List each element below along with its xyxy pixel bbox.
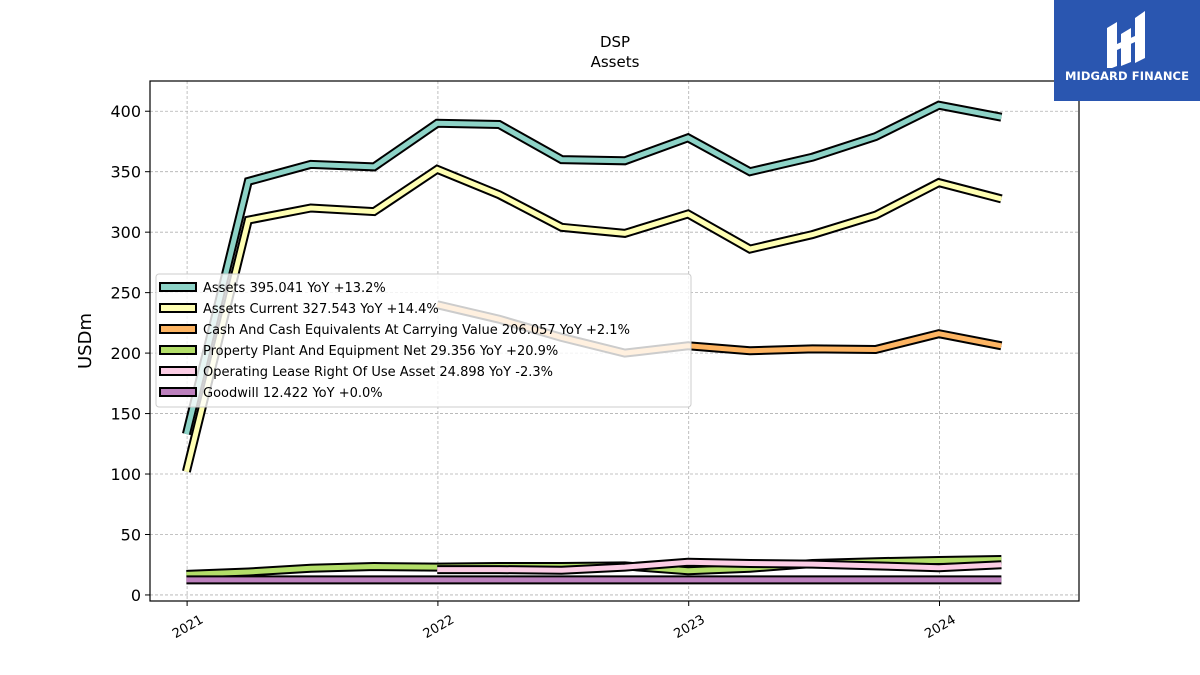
legend-swatch — [159, 303, 197, 313]
legend-box — [155, 273, 692, 408]
legend-swatch — [159, 366, 197, 376]
legend-swatch — [159, 345, 197, 355]
legend-label: Goodwill 12.422 YoY +0.0% — [203, 386, 383, 401]
y-tick-label: 400 — [110, 102, 141, 121]
legend-label: Operating Lease Right Of Use Asset 24.89… — [203, 365, 553, 380]
legend-label: Property Plant And Equipment Net 29.356 … — [203, 344, 558, 359]
x-tick-label: 2024 — [922, 612, 958, 642]
legend-label: Assets 395.041 YoY +13.2% — [203, 281, 386, 296]
series-line — [183, 166, 1003, 473]
y-tick-label: 0 — [131, 586, 141, 605]
legend-swatch — [159, 282, 197, 292]
plot-frame — [149, 80, 1080, 602]
y-axis-label: USDm — [75, 313, 96, 369]
series-line — [437, 559, 1002, 573]
brand-logo: MIDGARD FINANCE — [1054, 0, 1200, 101]
legend: Assets 395.041 YoY +13.2% Assets Current … — [155, 273, 692, 408]
y-tick-label: 150 — [110, 405, 141, 424]
x-tick-label: 2023 — [672, 612, 708, 642]
chart-title: DSP — [600, 33, 630, 51]
y-tick-label: 350 — [110, 163, 141, 182]
y-tick-label: 200 — [110, 344, 141, 363]
y-tick-label: 50 — [121, 525, 141, 544]
y-tick-label: 100 — [110, 465, 141, 484]
series-lines — [182, 100, 1003, 585]
chart-subtitle: Assets — [591, 53, 640, 71]
legend-swatch — [159, 387, 197, 397]
legend-label: Assets Current 327.543 YoY +14.4% — [203, 302, 439, 317]
x-tick-label: 2022 — [421, 612, 457, 642]
y-tick-label: 300 — [110, 223, 141, 242]
series-line — [183, 102, 1002, 435]
y-tick-label: 250 — [110, 284, 141, 303]
midgard-logo-icon — [1107, 11, 1145, 68]
x-tick-label: 2021 — [170, 612, 206, 642]
legend-swatch — [159, 324, 197, 334]
legend-label: Cash And Cash Equivalents At Carrying Va… — [203, 323, 630, 338]
brand-name: MIDGARD FINANCE — [1064, 69, 1190, 83]
